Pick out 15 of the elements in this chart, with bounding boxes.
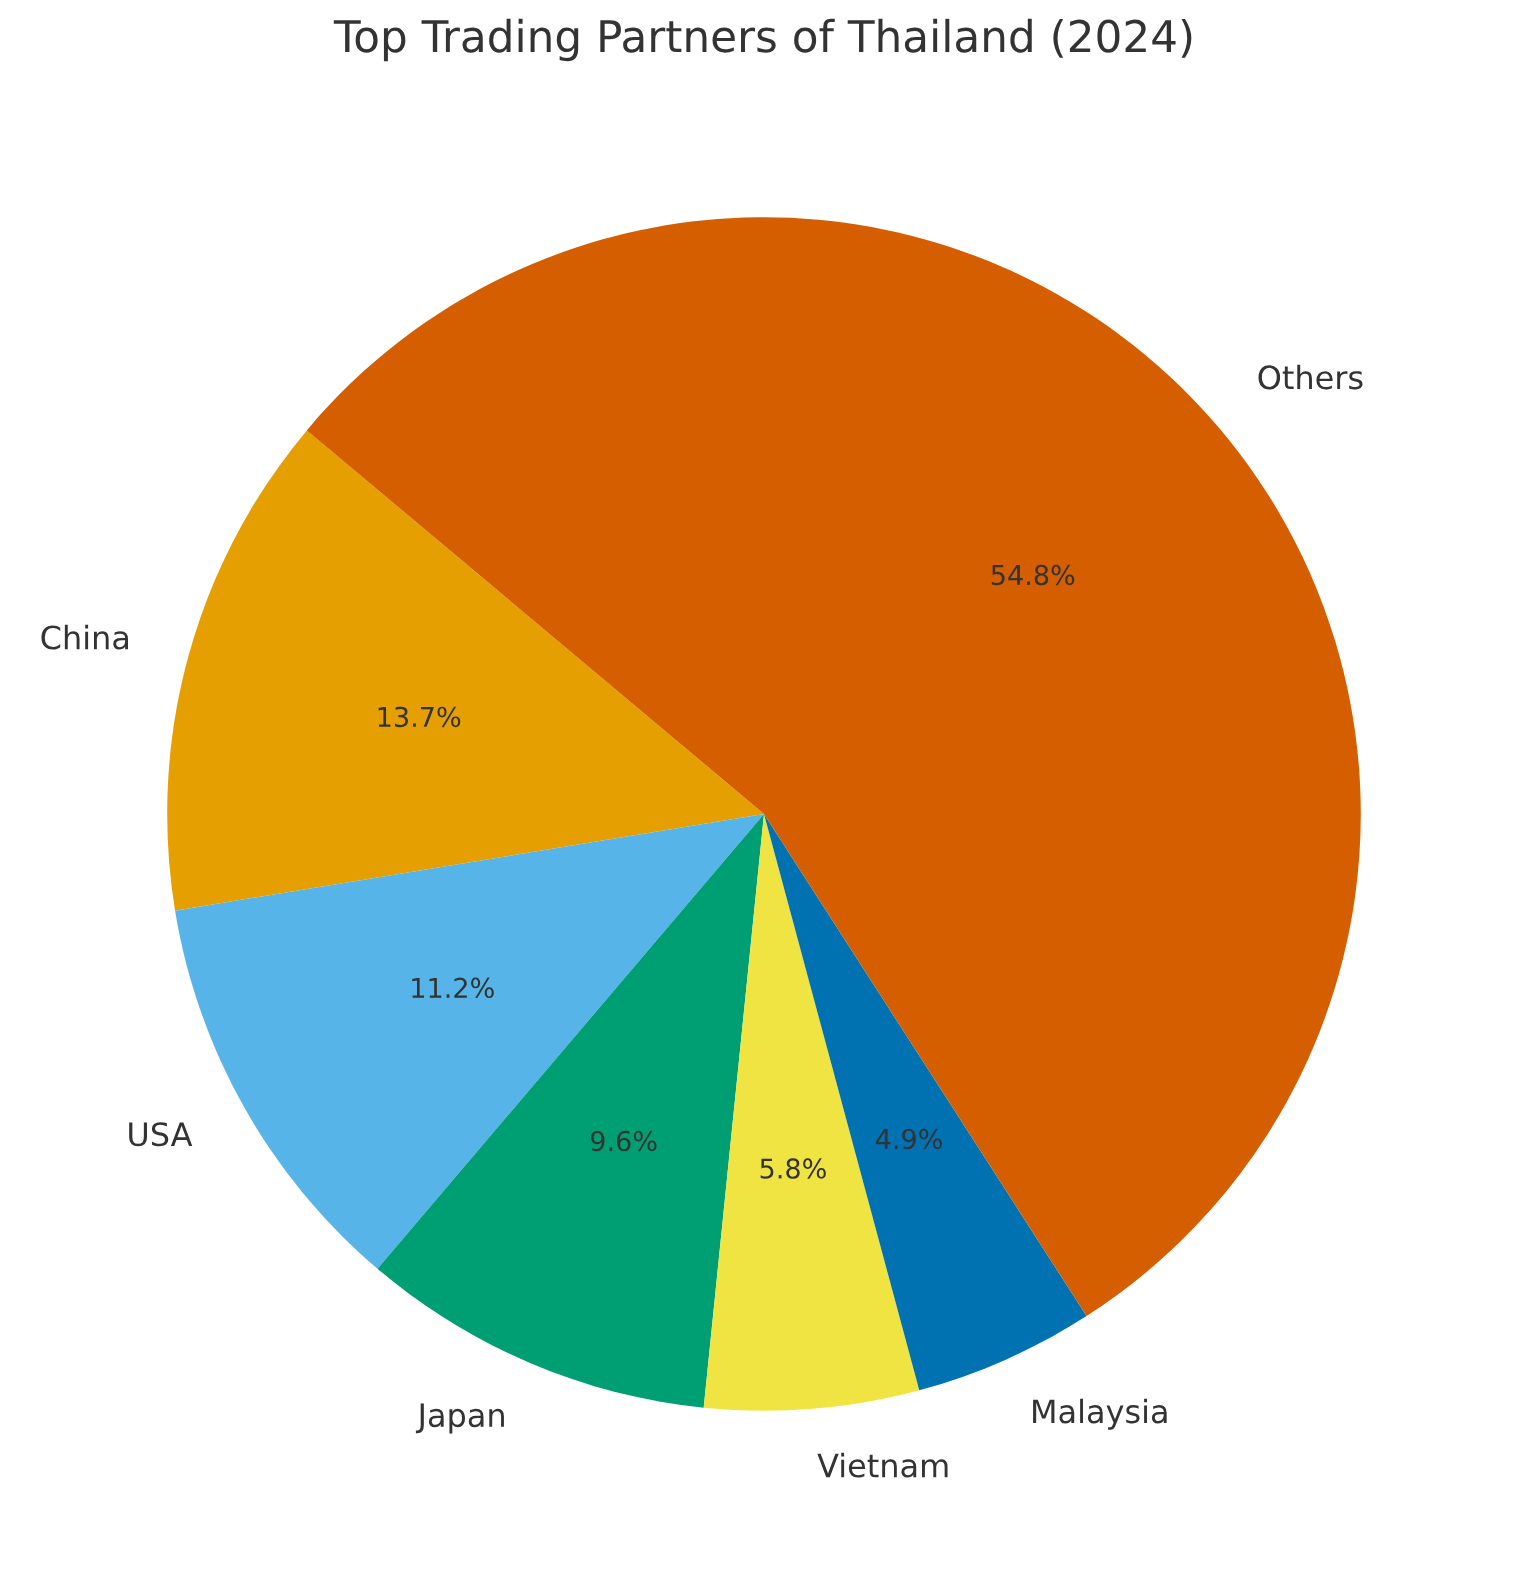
data-label: 54.8% — [991, 564, 1075, 586]
data-label: 11.2% — [412, 977, 494, 999]
data-label: 5.8% — [760, 1158, 826, 1179]
data-label: 13.7% — [378, 706, 461, 728]
slice-label: Others — [1258, 364, 1363, 390]
pie-slice — [306, 217, 1361, 1317]
slice-label: Japan — [415, 1403, 504, 1434]
data-label: 4.9% — [876, 1128, 942, 1150]
slice-label: Malaysia — [1033, 1398, 1167, 1430]
slice-label: China — [41, 624, 129, 650]
slice-label: Vietnam — [817, 1452, 948, 1478]
slice-label: USA — [129, 1122, 193, 1147]
pie-slice — [167, 430, 764, 911]
data-label: 9.6% — [590, 1130, 657, 1152]
chart-title: Top Trading Partners of Thailand (2024) — [333, 18, 1192, 62]
